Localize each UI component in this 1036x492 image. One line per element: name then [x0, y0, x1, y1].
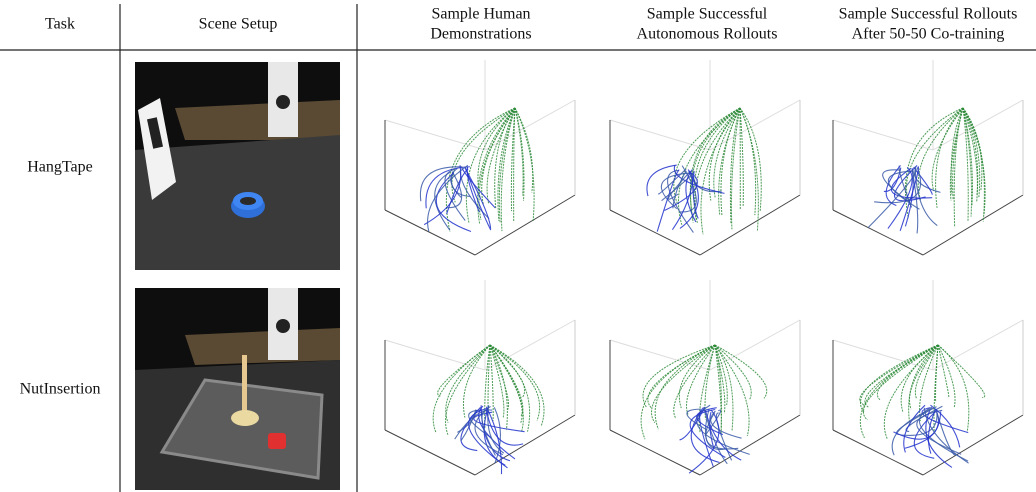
plot-axis [710, 100, 800, 150]
task-label: HangTape [27, 159, 93, 176]
plot-axis [710, 320, 800, 370]
column-header: Sample Human [431, 6, 530, 23]
column-header: Scene Setup [199, 16, 278, 33]
scene-image [135, 288, 340, 490]
green-trajectory [938, 345, 985, 397]
plot-axis [610, 340, 710, 370]
green-trajectory [490, 345, 544, 426]
plot-axis [385, 210, 475, 255]
scene-image [135, 62, 340, 270]
plot-axis [700, 195, 800, 255]
green-trajectory [452, 108, 515, 202]
plot-axis [385, 120, 485, 150]
figure-table: Task Scene Setup Sample Human Demonstration… [0, 0, 1036, 492]
column-header: Sample Successful [647, 6, 768, 23]
plot-axis [933, 320, 1023, 370]
green-trajectory [515, 108, 523, 196]
green-trajectory [466, 108, 515, 223]
trajectory-plots [385, 60, 1023, 475]
plot-axis [485, 100, 575, 150]
plot-axis [385, 340, 485, 370]
green-trajectory [963, 108, 968, 222]
green-trajectory [954, 108, 963, 227]
plot-axis [923, 195, 1023, 255]
green-trajectory [740, 108, 756, 215]
task-label: NutInsertion [20, 381, 101, 398]
column-header: After 50-50 Co-training [852, 26, 1005, 43]
green-trajectory [936, 345, 938, 402]
green-trajectory [674, 345, 715, 419]
blue-trajectory [711, 411, 742, 438]
green-trajectory [446, 345, 490, 435]
column-header: Sample Successful Rollouts [839, 6, 1018, 23]
blue-trajectory [435, 172, 450, 230]
green-trajectory [479, 108, 515, 220]
blue-trajectory [457, 410, 476, 432]
green-trajectory [515, 108, 534, 221]
plot-axis [610, 120, 710, 150]
blue-trajectory [460, 171, 489, 219]
plot-axis [833, 120, 933, 150]
plot-axis [610, 210, 700, 255]
green-trajectory [498, 108, 515, 221]
plot-axis [833, 430, 923, 475]
column-header: Demonstrations [430, 26, 531, 43]
blue-trajectory [436, 173, 471, 232]
column-header: Task [45, 16, 75, 33]
green-trajectory [938, 345, 949, 397]
column-header: Autonomous Rollouts [637, 26, 778, 43]
plot-axis [610, 430, 700, 475]
green-trajectory [478, 108, 515, 197]
